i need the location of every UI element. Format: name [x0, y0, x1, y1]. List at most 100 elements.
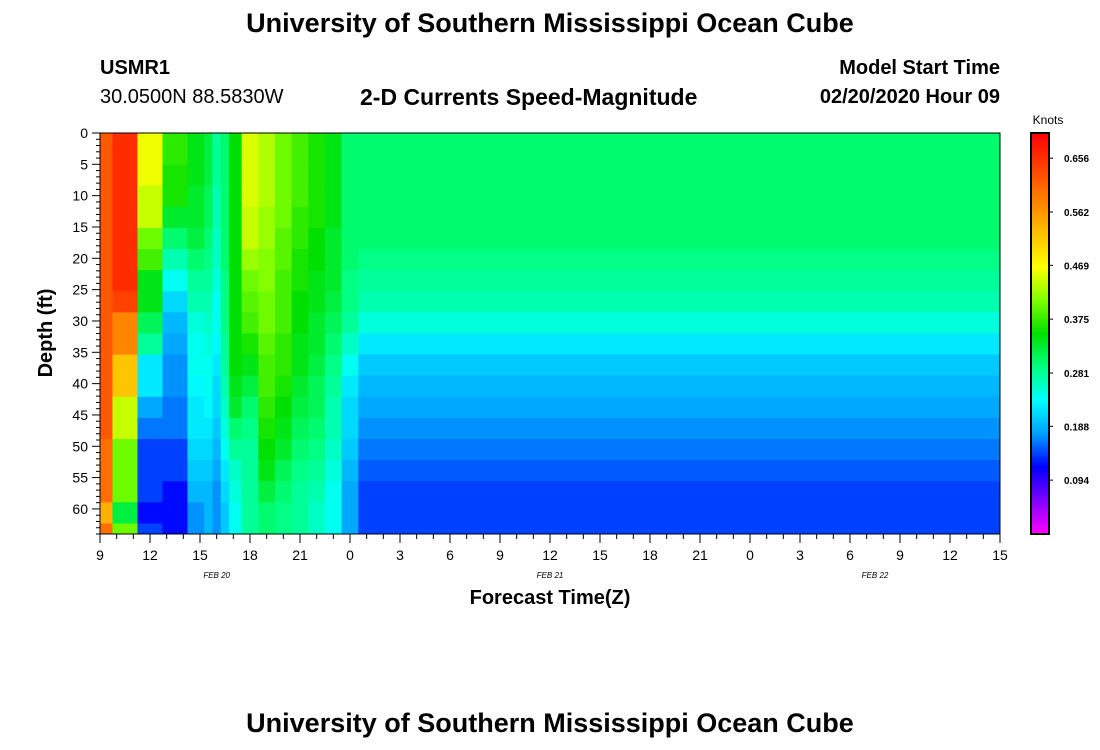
heatmap-cell — [204, 333, 214, 356]
heatmap-cell — [220, 375, 230, 398]
heatmap-cell — [358, 143, 1000, 166]
heatmap-cell — [308, 143, 326, 166]
heatmap-cell — [325, 333, 343, 356]
heatmap-cell — [229, 143, 243, 166]
heatmap-cell — [241, 354, 259, 377]
y-axis: 0 5 10 15 20 25 30 35 40 45 50 55 60 — [72, 125, 100, 535]
heatmap-cell — [341, 523, 359, 534]
heatmap-cell — [325, 312, 343, 335]
heatmap-cell — [212, 206, 222, 229]
heatmap-cell — [291, 523, 309, 534]
heatmap-cell — [325, 291, 343, 313]
heatmap-cell — [112, 206, 139, 229]
heatmap-cell — [187, 502, 205, 525]
heatmap-cell — [241, 523, 259, 534]
heatmap-cell — [291, 249, 309, 271]
heatmap-cell — [341, 396, 359, 419]
heatmap-cell — [258, 133, 276, 145]
heatmap-cell — [187, 375, 205, 398]
heatmap-cell — [212, 481, 222, 503]
heatmap-cell — [187, 460, 205, 482]
colorbar-label: Knots — [1033, 113, 1064, 127]
heatmap-cell — [187, 417, 205, 440]
heatmap-cell — [220, 312, 230, 335]
x-tick-label: 15 — [192, 547, 208, 563]
heatmap-cell — [162, 354, 189, 377]
heatmap-cell — [100, 396, 114, 419]
heatmap-cell — [112, 523, 139, 534]
heatmap-cell — [358, 502, 1000, 525]
y-tick-label: 60 — [72, 501, 88, 517]
colorbar-tick-label: 0.656 — [1064, 154, 1089, 165]
x-tick-label: 15 — [592, 547, 608, 563]
heatmap-cell — [229, 375, 243, 398]
x-tick-label: 12 — [142, 547, 158, 563]
heatmap-cell — [358, 133, 1000, 145]
heatmap-cell — [137, 249, 164, 271]
heatmap-cell — [112, 164, 139, 187]
heatmap-cell — [275, 291, 293, 313]
heatmap-cell — [162, 227, 189, 250]
date-label: FEB 21 — [537, 571, 564, 580]
heatmap-cell — [358, 354, 1000, 377]
y-tick-label: 5 — [80, 156, 88, 172]
heatmap-cell — [220, 270, 230, 292]
heatmap-cell — [220, 133, 230, 145]
heatmap-cell — [275, 164, 293, 187]
heatmap-cell — [229, 133, 243, 145]
heatmap-cell — [258, 439, 276, 461]
heatmap-cell — [275, 333, 293, 356]
heatmap-cell — [241, 333, 259, 356]
colorbar-tick-label: 0.188 — [1064, 422, 1089, 433]
heatmap-cell — [137, 206, 164, 229]
heatmap-cell — [112, 227, 139, 250]
y-tick-label: 30 — [72, 313, 88, 329]
heatmap-cell — [137, 227, 164, 250]
colorbar-tick-label: 0.469 — [1064, 261, 1089, 272]
heatmap-cell — [112, 502, 139, 525]
x-tick-label: 6 — [846, 547, 854, 563]
heatmap-cell — [275, 249, 293, 271]
x-tick-label: 3 — [796, 547, 804, 563]
heatmap-cell — [187, 185, 205, 208]
heatmap-cell — [112, 375, 139, 398]
heatmap-cell — [308, 249, 326, 271]
heatmap-cell — [358, 481, 1000, 503]
heatmap-cell — [112, 417, 139, 440]
heatmap-cell — [291, 460, 309, 482]
heatmap-cell — [162, 133, 189, 145]
heatmap-cell — [258, 291, 276, 313]
heatmap-cell — [162, 143, 189, 166]
heatmap-cell — [100, 523, 114, 534]
heatmap-cell — [212, 143, 222, 166]
heatmap-cell — [258, 164, 276, 187]
heatmap-cell — [112, 460, 139, 482]
heatmap-cell — [325, 417, 343, 440]
heatmap-cell — [291, 417, 309, 440]
heatmap-cell — [204, 185, 214, 208]
heatmap-cell — [204, 396, 214, 419]
heatmap-cell — [112, 439, 139, 461]
heatmap-cell — [112, 333, 139, 356]
heatmap-cell — [187, 249, 205, 271]
heatmap-cell — [358, 164, 1000, 187]
heatmap-cell — [291, 333, 309, 356]
heatmap-cell — [212, 502, 222, 525]
heatmap-cell — [100, 185, 114, 208]
heatmap-cell — [187, 143, 205, 166]
heatmap-cell — [341, 312, 359, 335]
heatmap-cell — [137, 185, 164, 208]
heatmap-cell — [212, 375, 222, 398]
heatmap-cell — [325, 502, 343, 525]
heatmap-cell — [308, 417, 326, 440]
heatmap-cell — [258, 375, 276, 398]
x-tick-label: 0 — [746, 547, 754, 563]
heatmap-cell — [212, 417, 222, 440]
heatmap-cell — [341, 206, 359, 229]
heatmap-cell — [212, 270, 222, 292]
heatmap-cell — [162, 481, 189, 503]
heatmap-cell — [204, 133, 214, 145]
x-tick-label: 12 — [942, 547, 958, 563]
heatmap-cell — [162, 417, 189, 440]
heatmap-cell — [204, 270, 214, 292]
